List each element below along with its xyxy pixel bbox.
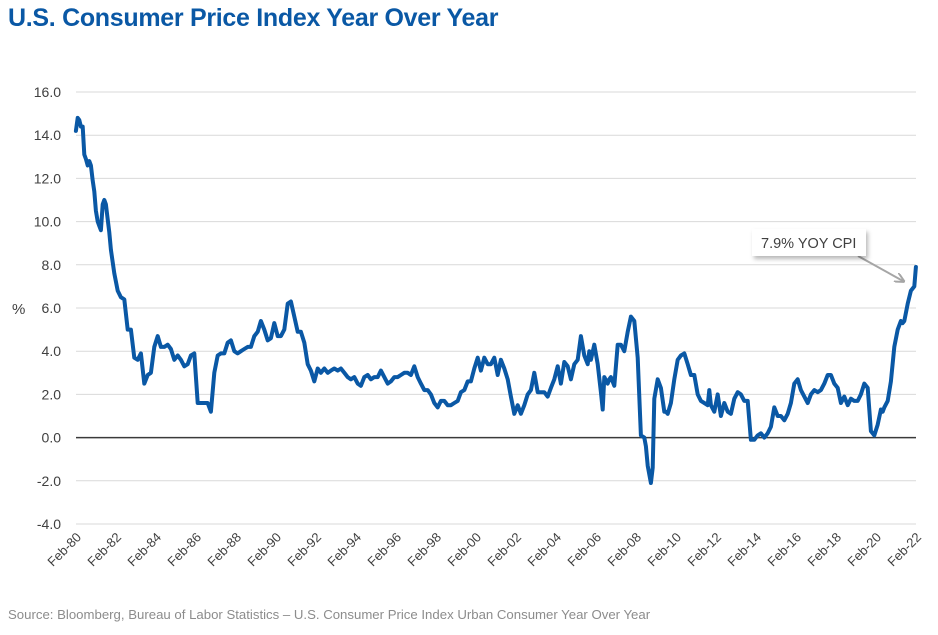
gridlines bbox=[76, 91, 916, 525]
x-tick-label: Feb-06 bbox=[564, 530, 604, 570]
annotation-callout: 7.9% YOY CPI bbox=[752, 229, 903, 281]
annotation-text: 7.9% YOY CPI bbox=[761, 236, 856, 252]
x-tick-label: Feb-86 bbox=[164, 530, 204, 570]
annotation-box bbox=[752, 229, 866, 256]
y-tick-label: 8.0 bbox=[42, 257, 62, 273]
y-tick-label: 12.0 bbox=[34, 170, 61, 186]
series-line-cpi-yoy bbox=[73, 115, 918, 485]
x-tick-label: Feb-12 bbox=[684, 530, 724, 570]
y-axis-ticks: 16.0 14.0 12.0 10.0 8.0 6.0 4.0 2.0 0.0 -2.0 -4.0 bbox=[34, 84, 61, 532]
y-tick-label: 14.0 bbox=[34, 127, 61, 143]
x-tick-label: Feb-18 bbox=[804, 530, 844, 570]
x-tick-label: Feb-04 bbox=[524, 530, 564, 570]
y-tick-label: -4.0 bbox=[37, 516, 61, 532]
x-tick-label: Feb-82 bbox=[84, 530, 124, 570]
x-tick-label: Feb-92 bbox=[284, 530, 324, 570]
y-axis-label: % bbox=[12, 301, 25, 318]
x-tick-label: Feb-96 bbox=[364, 530, 404, 570]
annotation-arrow bbox=[857, 255, 903, 281]
cpi-line-chart: 16.014.012.010.08.06.04.02.00.0-2.0-4.0 … bbox=[12, 84, 924, 570]
x-tick-label: Feb-08 bbox=[604, 530, 644, 570]
y-tick-label: 2.0 bbox=[42, 386, 62, 402]
x-tick-label: Feb-14 bbox=[724, 530, 764, 570]
y-tick-label: 0.0 bbox=[42, 430, 62, 446]
source-note: Source: Bloomberg, Bureau of Labor Stati… bbox=[8, 607, 651, 622]
x-tick-label: Feb-22 bbox=[884, 530, 924, 570]
y-tick-label: 4.0 bbox=[42, 343, 62, 359]
x-tick-label: Feb-20 bbox=[844, 530, 884, 570]
x-tick-label: Feb-02 bbox=[484, 530, 524, 570]
x-tick-label: Feb-90 bbox=[244, 530, 284, 570]
x-tick-label: Feb-00 bbox=[444, 530, 484, 570]
x-tick-label: Feb-98 bbox=[404, 530, 444, 570]
y-tick-label: 6.0 bbox=[42, 300, 62, 316]
x-tick-label: Feb-88 bbox=[204, 530, 244, 570]
x-axis-ticks: Feb-80 Feb-82 Feb-84 Feb-86 Feb-88 Feb-90 Feb-… bbox=[44, 530, 924, 570]
x-tick-label: Feb-80 bbox=[44, 530, 84, 570]
y-tick-label: 10.0 bbox=[34, 214, 61, 230]
y-tick-label: -2.0 bbox=[37, 473, 61, 489]
x-tick-label: Feb-84 bbox=[124, 530, 164, 570]
x-tick-label: Feb-94 bbox=[324, 530, 364, 570]
x-tick-label: Feb-10 bbox=[644, 530, 684, 570]
chart-title: U.S. Consumer Price Index Year Over Year bbox=[8, 4, 499, 32]
series-group bbox=[73, 115, 918, 485]
y-tick-label: 16.0 bbox=[34, 84, 61, 100]
x-tick-label: Feb-16 bbox=[764, 530, 804, 570]
